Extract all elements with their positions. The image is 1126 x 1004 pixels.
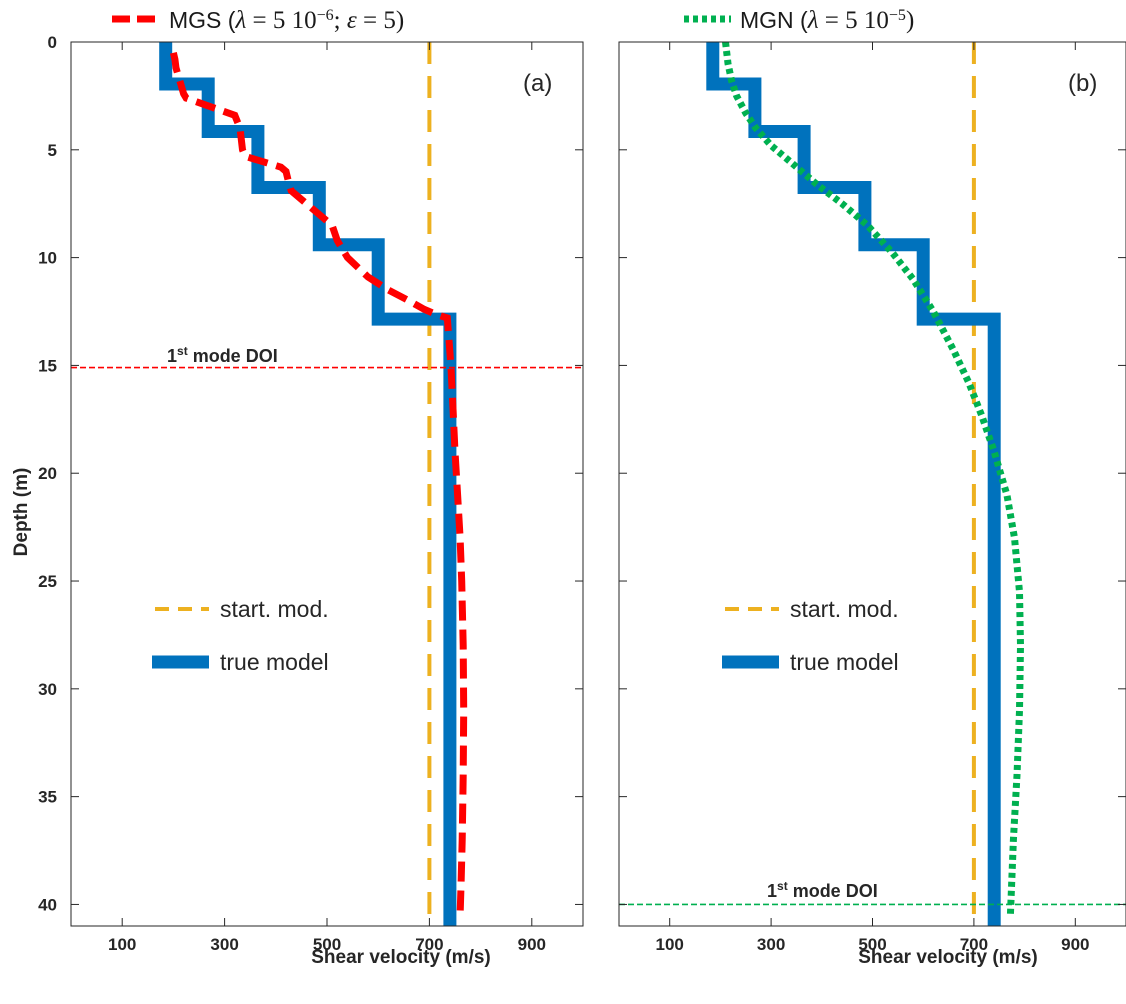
panel-b-x-axis-label: Shear velocity (m/s) [858,947,1038,968]
panel-a-series-true [159,42,457,926]
top-legend-a-label: MGS (λ = 5 10−6; ε = 5) [169,7,404,35]
panel-b-ticks [619,41,1126,926]
panel-a-x-tick-labels: 100 300 500 700 900 [108,935,546,954]
panel-a-y-tick-label: 20 [38,464,57,483]
panel-a: 0 5 10 15 20 25 30 35 40 100 300 500 700 900 Shear v… [11,33,584,968]
panel-b-legend-true-label: true model [790,649,899,675]
panel-a-y-tick-label: 0 [48,33,57,52]
panel-a-x-axis-label: Shear velocity (m/s) [311,947,491,968]
panel-a-y-tick-label: 35 [38,788,57,807]
panel-b-x-tick-label: 700 [960,935,988,954]
panel-a-marks [71,42,583,926]
top-legend-b-exp: −5 [889,7,906,24]
panel-a-tag: (a) [523,70,552,97]
panel-a-x-tick-label: 100 [108,935,136,954]
top-legend-a-eq2: = 5) [357,7,404,34]
panel-a-y-tick-label: 40 [38,895,57,914]
top-legend-a-lambda: λ [234,7,246,34]
top-legend-a-eq1: = 5 10 [246,7,316,34]
panel-b-legend-start-label: start. mod. [790,596,899,622]
panel-a-x-tick-label: 700 [415,935,443,954]
top-legend-b: MGN (λ = 5 10−5) [684,7,914,35]
panel-a-doi-label-sup: st [177,344,188,358]
panel-a-legend-start-label: start. mod. [220,596,329,622]
top-legend-a-eps: ε [347,7,357,34]
panel-b: 100 300 500 700 900 Shear velocity (m/s) (b)… [618,41,1126,968]
top-legend-b-label: MGN (λ = 5 10−5) [740,7,914,35]
panel-a-y-tick-labels: 0 5 10 15 20 25 30 35 40 [38,33,57,914]
panel-b-x-tick-label: 900 [1061,935,1089,954]
panel-a-series-inv [169,52,468,916]
panel-a-doi-label-base: 1 [167,346,177,366]
panel-a-ticks [71,41,583,926]
panel-b-doi-label-rest: mode DOI [788,881,878,901]
panel-a-y-tick-label: 5 [48,141,57,160]
top-legend-a-prefix: MGS ( [169,7,236,33]
panel-a-doi-label-rest: mode DOI [188,346,278,366]
panel-b-x-tick-label: 300 [757,935,785,954]
panel-b-tag: (b) [1068,70,1097,97]
top-legend-a-sep: ; [334,7,347,34]
panel-b-x-tick-labels: 100 300 500 700 900 [656,935,1090,954]
panel-b-doi-label-base: 1 [767,881,777,901]
top-legend-a: MGS (λ = 5 10−6; ε = 5) [112,7,404,35]
top-legend-b-eq1: = 5 10 [819,7,889,34]
panel-b-legend: start. mod. true model [722,596,899,675]
panel-b-x-tick-label: 100 [656,935,684,954]
panel-a-y-tick-label: 30 [38,680,57,699]
panel-b-x-tick-label: 500 [858,935,886,954]
top-legend-b-lambda: λ [807,7,819,34]
panel-b-series-true [706,42,1001,926]
panel-a-y-axis-label: Depth (m) [11,468,32,557]
panel-a-y-tick-label: 25 [38,572,57,591]
panel-a-x-tick-label: 900 [518,935,546,954]
top-legend-b-prefix: MGN ( [740,7,808,33]
top-legend-a-exp: −6 [317,7,334,24]
panel-a-y-tick-label: 15 [38,356,57,375]
panel-b-doi-label: 1st mode DOI [767,879,878,901]
panel-b-marks [619,41,1126,926]
panel-a-legend: start. mod. true model [152,596,329,675]
panel-a-x-tick-label: 300 [210,935,238,954]
top-legend-b-eq2: ) [906,7,914,34]
panel-a-x-tick-label: 500 [313,935,341,954]
panel-a-legend-true-label: true model [220,649,329,675]
panel-b-doi-label-sup: st [777,879,788,893]
panel-a-y-tick-label: 10 [38,249,57,268]
panel-a-doi-label: 1st mode DOI [167,344,278,366]
